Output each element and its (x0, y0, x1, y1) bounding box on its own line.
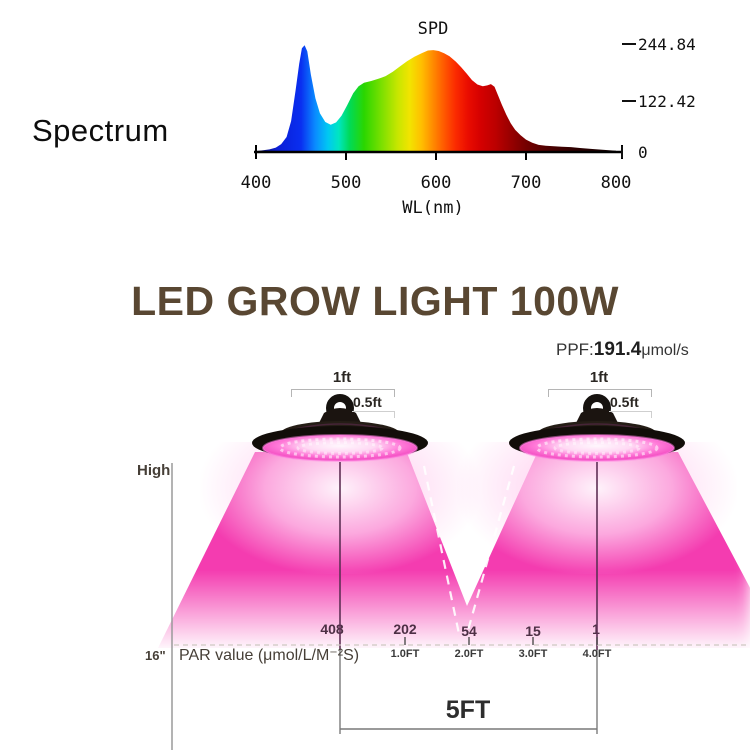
par-value-1ft: 202 (393, 621, 417, 637)
x-axis-title: WL(nm) (402, 198, 464, 218)
cone-bottom-fade (0, 570, 750, 670)
lamp1-hook-line (352, 411, 395, 418)
lamp1-width-bracket (291, 389, 395, 397)
spd-spectrum-chart (254, 45, 623, 160)
y-tick-mark (622, 100, 636, 102)
x-tick-label: 400 (240, 173, 272, 193)
x-tick-label: 800 (600, 173, 632, 193)
par-value-4ft: 1 (592, 621, 600, 637)
distance-label-4ft: 4.0FT (582, 648, 612, 660)
height-16in-label: 16" (145, 648, 166, 663)
y-tick-mark (622, 43, 636, 45)
lamp1-hook-label: 0.5ft (353, 394, 382, 410)
par-value-3ft: 15 (525, 623, 541, 639)
lamp1-width-label: 1ft (332, 369, 352, 386)
y-tick-mark (621, 146, 623, 158)
y-tick-label: 0 (638, 143, 648, 162)
spectrum-section-label: Spectrum (32, 113, 169, 148)
x-tick-label: 500 (330, 173, 362, 193)
lamp2-width-label: 1ft (589, 369, 609, 386)
y-tick-label: 244.84 (638, 35, 696, 54)
ppf-label: PPF: (556, 340, 594, 359)
spd-curve (256, 45, 616, 152)
par-value-0ft: 408 (320, 621, 344, 637)
distance-label-3ft: 3.0FT (518, 648, 548, 660)
distance-label-1ft: 1.0FT (390, 648, 420, 660)
lamp2-width-bracket (548, 389, 652, 397)
ppf-value: 191.4 (593, 339, 642, 360)
lamp2-hook-label: 0.5ft (610, 394, 639, 410)
product-title: LED GROW LIGHT 100W (131, 278, 619, 324)
ppf-text: PPF:191.4μmol/s (556, 339, 689, 361)
ppf-unit: μmol/s (641, 342, 689, 359)
x-tick-label: 700 (510, 173, 542, 193)
x-tick-label: 600 (420, 173, 452, 193)
grow-lamp-image-1 (252, 394, 428, 462)
span-5ft-label: 5FT (445, 696, 491, 724)
par-value-2ft: 54 (461, 623, 477, 639)
y-tick-label: 122.42 (638, 92, 696, 111)
lamp2-hook-line (609, 411, 652, 418)
distance-label-2ft: 2.0FT (454, 648, 484, 660)
spd-chart-title: SPD (417, 19, 449, 39)
par-value-axis-label: PAR value (μmol/L/M⁻²S) (179, 647, 360, 664)
grow-lamp-image-2 (509, 394, 685, 462)
high-label: High (137, 462, 171, 479)
